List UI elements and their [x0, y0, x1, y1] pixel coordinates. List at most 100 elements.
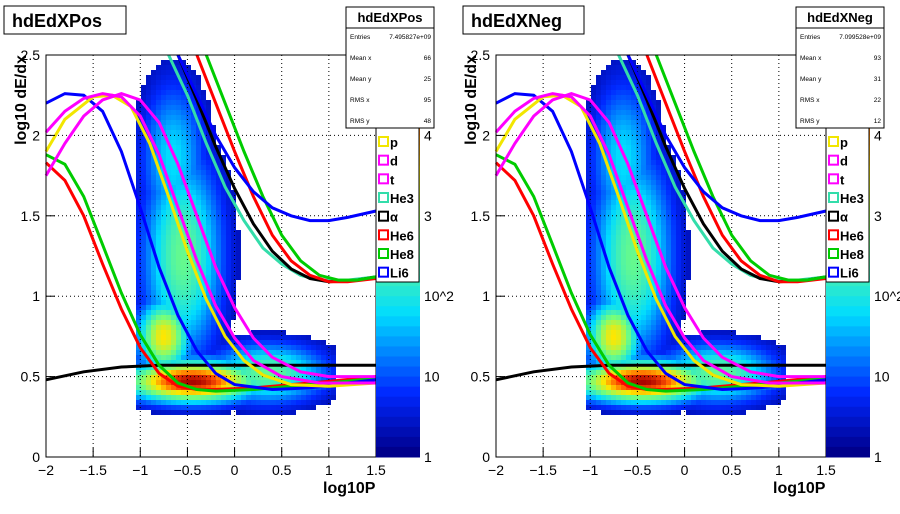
heatmap-cell — [591, 200, 596, 205]
heatmap-cell — [241, 400, 246, 405]
heatmap-cell — [216, 145, 221, 150]
heatmap-cell — [211, 340, 216, 345]
heatmap-cell — [146, 400, 151, 405]
heatmap-cell — [761, 395, 766, 400]
heatmap-cell — [686, 275, 691, 280]
heatmap-cell — [751, 355, 756, 360]
heatmap-cell — [646, 155, 651, 160]
heatmap-cell — [616, 65, 621, 70]
heatmap-cell — [626, 135, 631, 140]
heatmap-cell — [211, 285, 216, 290]
heatmap-cell — [321, 400, 326, 405]
heatmap-cell — [141, 85, 146, 90]
heatmap-cell — [746, 390, 751, 395]
stats-row-value: 93 — [874, 55, 882, 62]
heatmap-cell — [226, 285, 231, 290]
heatmap-cell — [181, 285, 186, 290]
heatmap-cell — [631, 255, 636, 260]
heatmap-cell — [276, 340, 281, 345]
heatmap-cell — [206, 180, 211, 185]
heatmap-cell — [641, 310, 646, 315]
heatmap-cell — [666, 400, 671, 405]
heatmap-cell — [166, 275, 171, 280]
legend-marker — [378, 248, 389, 259]
heatmap-cell — [651, 120, 656, 125]
heatmap-cell — [141, 330, 146, 335]
heatmap-cell — [201, 150, 206, 155]
heatmap-cell — [216, 210, 221, 215]
heatmap-cell — [161, 335, 166, 340]
heatmap-cell — [176, 370, 181, 375]
heatmap-cell — [601, 160, 606, 165]
heatmap-cell — [666, 165, 671, 170]
heatmap-cell — [196, 290, 201, 295]
heatmap-cell — [646, 175, 651, 180]
heatmap-cell — [301, 365, 306, 370]
heatmap-cell — [151, 270, 156, 275]
heatmap-cell — [766, 370, 771, 375]
heatmap-cell — [641, 95, 646, 100]
heatmap-cell — [631, 340, 636, 345]
heatmap-cell — [651, 140, 656, 145]
heatmap-cell — [136, 335, 141, 340]
heatmap-cell — [691, 405, 696, 410]
heatmap-cell — [221, 300, 226, 305]
heatmap-cell — [586, 205, 591, 210]
heatmap-cell — [666, 160, 671, 165]
heatmap-cell — [171, 100, 176, 105]
heatmap-cell — [151, 175, 156, 180]
heatmap-cell — [706, 390, 711, 395]
heatmap-cell — [186, 130, 191, 135]
heatmap-cell — [701, 395, 706, 400]
heatmap-cell — [166, 240, 171, 245]
y-tick-label: 0.5 — [471, 369, 491, 385]
heatmap-cell — [616, 340, 621, 345]
heatmap-cell — [181, 185, 186, 190]
heatmap-cell — [186, 305, 191, 310]
heatmap-cell — [596, 165, 601, 170]
heatmap-cell — [656, 290, 661, 295]
heatmap-cell — [146, 255, 151, 260]
heatmap-cell — [646, 410, 651, 415]
heatmap-cell — [591, 325, 596, 330]
heatmap-cell — [221, 275, 226, 280]
heatmap-cell — [766, 365, 771, 370]
heatmap-cell — [181, 375, 186, 380]
heatmap-cell — [191, 235, 196, 240]
heatmap-cell — [211, 345, 216, 350]
x-tick-label: −0.5 — [174, 462, 202, 478]
heatmap-cell — [161, 330, 166, 335]
panel-title: hdEdXPos — [12, 11, 102, 31]
heatmap-cell — [651, 285, 656, 290]
heatmap-cell — [181, 60, 186, 65]
heatmap-cell — [201, 395, 206, 400]
heatmap-cell — [201, 390, 206, 395]
heatmap-cell — [151, 285, 156, 290]
heatmap-cell — [176, 325, 181, 330]
heatmap-cell — [216, 225, 221, 230]
heatmap-cell — [726, 395, 731, 400]
heatmap-cell — [266, 335, 271, 340]
heatmap-cell — [161, 65, 166, 70]
heatmap-cell — [601, 280, 606, 285]
heatmap-cell — [206, 275, 211, 280]
heatmap-cell — [196, 370, 201, 375]
legend-marker — [378, 173, 389, 185]
heatmap-cell — [681, 355, 686, 360]
heatmap-cell — [176, 130, 181, 135]
heatmap-cell — [646, 400, 651, 405]
heatmap-cell — [656, 365, 661, 370]
heatmap-cell — [631, 375, 636, 380]
heatmap-cell — [221, 385, 226, 390]
heatmap-cell — [166, 305, 171, 310]
heatmap-cell — [606, 280, 611, 285]
heatmap-cell — [191, 365, 196, 370]
heatmap-cell — [226, 215, 231, 220]
heatmap-cell — [651, 170, 656, 175]
heatmap-cell — [166, 135, 171, 140]
heatmap-cell — [146, 190, 151, 195]
heatmap-cell — [741, 405, 746, 410]
heatmap-cell — [666, 210, 671, 215]
heatmap-cell — [181, 120, 186, 125]
heatmap-cell — [291, 370, 296, 375]
